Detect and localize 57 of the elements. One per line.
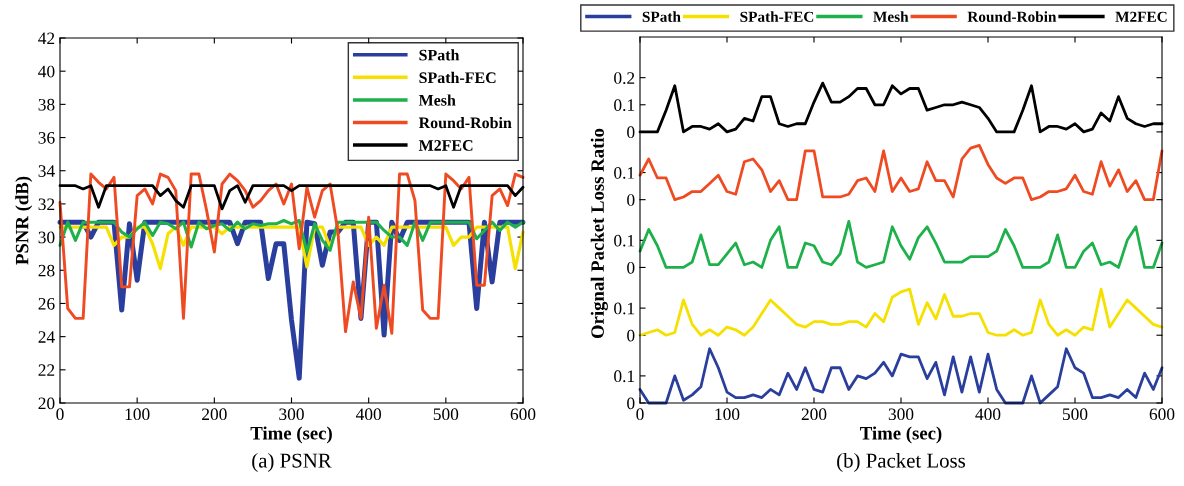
legend-label: Round-Robin xyxy=(418,116,512,129)
legend-label: SPath-FEC xyxy=(419,71,496,84)
x-tick-label: 600 xyxy=(510,408,536,421)
y-tick-label: 0.2 xyxy=(614,72,635,84)
y-tick-label: 36 xyxy=(38,132,55,144)
x-tick-label: 400 xyxy=(975,408,1001,421)
line-series xyxy=(638,287,1164,337)
legend-label: M2FEC xyxy=(1115,11,1167,22)
y-tick-label: 0 xyxy=(627,329,635,342)
y-tick-label: 0.1 xyxy=(614,370,635,383)
y-tick-label: 0 xyxy=(627,397,635,410)
y-tick-label: 38 xyxy=(38,98,55,111)
y-tick-label: 0 xyxy=(627,126,635,139)
y-tick-label: 20 xyxy=(38,397,55,410)
legend-label: Mesh xyxy=(873,11,909,22)
line-series xyxy=(638,219,1164,269)
text: (a) PSNR xyxy=(252,453,332,472)
y-tick-label: 0.1 xyxy=(614,234,635,247)
y-axis-title: Orignal Packet Loss Ratio xyxy=(590,128,608,339)
y-tick-label: 30 xyxy=(38,231,55,244)
x-tick-label: 500 xyxy=(433,408,459,421)
line-series xyxy=(638,144,1164,202)
legend-label: SPath xyxy=(419,49,460,61)
x-tick-label: 400 xyxy=(355,408,382,421)
x-tick-label: 200 xyxy=(801,408,827,421)
x-tick-label: 300 xyxy=(279,408,304,421)
x-axis-title: Time (sec) xyxy=(250,426,332,444)
y-tick-label: 0.1 xyxy=(614,167,635,179)
legend-label: SPath xyxy=(642,11,681,22)
y-tick-label: 0 xyxy=(627,261,635,274)
y-tick-label: 34 xyxy=(38,165,55,177)
x-tick-label: 600 xyxy=(1149,408,1175,421)
legend-label: M2FEC xyxy=(418,140,473,151)
y-tick-label: 40 xyxy=(38,65,55,78)
text: (b) Packet Loss xyxy=(837,453,966,472)
legend-label: Mesh xyxy=(418,94,456,106)
y-tick-label: 26 xyxy=(38,297,55,310)
line-series xyxy=(58,172,525,335)
y-tick-label: 0.1 xyxy=(614,99,635,112)
y-tick-label: 0 xyxy=(627,194,635,206)
x-axis-title: Time (sec) xyxy=(860,426,942,444)
y-tick-label: 42 xyxy=(38,32,55,45)
y-tick-label: 24 xyxy=(38,331,55,343)
y-axis-title: PSNR (dB) xyxy=(15,176,33,265)
x-tick-label: 0 xyxy=(56,408,64,421)
x-tick-label: 200 xyxy=(202,408,227,421)
x-tick-label: 500 xyxy=(1062,408,1088,421)
x-tick-label: 300 xyxy=(888,408,914,421)
legend-label: SPath-FEC xyxy=(740,11,814,22)
x-tick-label: 100 xyxy=(715,408,740,421)
y-tick-label: 28 xyxy=(38,264,55,277)
x-tick-label: 0 xyxy=(636,408,644,421)
y-tick-label: 32 xyxy=(38,198,55,211)
x-tick-label: 100 xyxy=(125,408,150,421)
y-tick-label: 0.1 xyxy=(614,302,635,315)
legend-label: Round-Robin xyxy=(967,11,1057,22)
y-tick-label: 22 xyxy=(38,364,55,376)
